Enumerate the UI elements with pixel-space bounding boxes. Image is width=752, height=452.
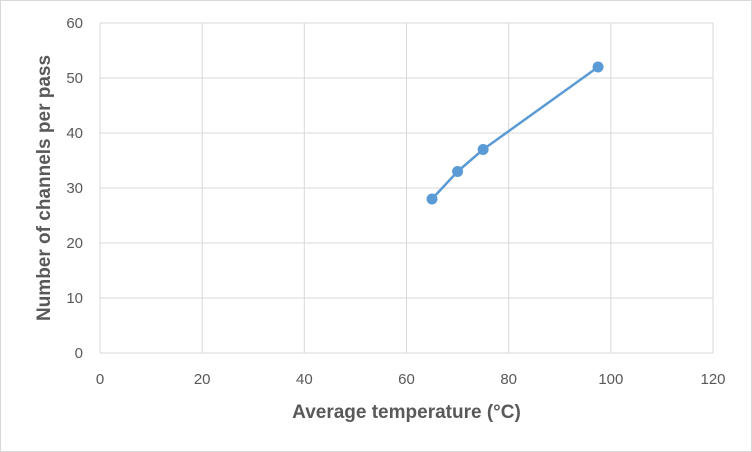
x-tick-label: 80: [500, 371, 517, 388]
y-tick-label: 30: [66, 180, 83, 197]
x-tick-label: 20: [194, 371, 211, 388]
y-tick-label: 60: [66, 15, 83, 32]
y-tick-label: 0: [75, 345, 83, 362]
series-line: [430, 65, 600, 201]
y-tick-label: 40: [66, 125, 83, 142]
y-tick-label: 10: [66, 290, 83, 307]
gridlines: [99, 22, 714, 354]
data-point: [477, 144, 489, 155]
data-series: [426, 61, 604, 205]
y-tick-label: 50: [66, 70, 83, 87]
x-tick-label: 100: [598, 371, 623, 388]
data-point: [592, 61, 604, 73]
y-axis-title: Number of channels per pass: [34, 55, 55, 321]
x-tick-label: 60: [398, 371, 415, 388]
x-tick-label: 120: [700, 371, 725, 388]
tick-labels: 0 10 20 30 40 50 60 0 20 40 60 80 100 120: [66, 15, 725, 388]
y-tick-label: 20: [66, 235, 83, 252]
data-point: [426, 193, 438, 205]
x-axis-title: Average temperature (°C): [292, 402, 521, 423]
x-tick-label: 40: [296, 371, 313, 388]
data-point: [452, 166, 464, 177]
x-tick-label: 0: [96, 371, 104, 388]
